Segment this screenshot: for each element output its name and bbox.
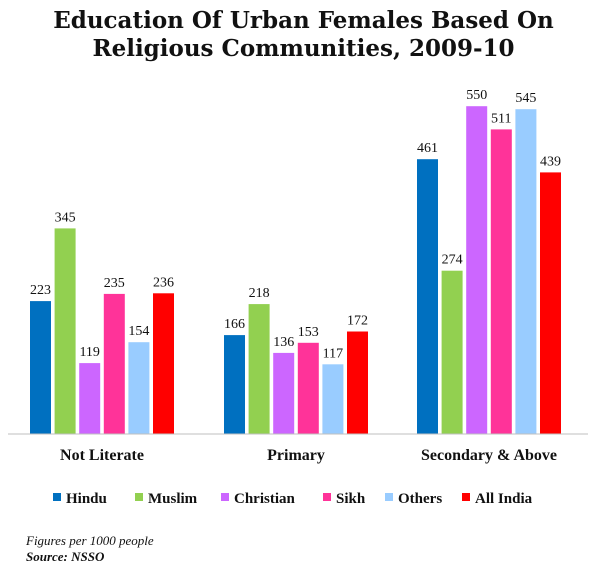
value-labels-group: 223 345 119 235 154 236 166 218 136 153 117 172 461 2… bbox=[30, 88, 561, 361]
bar-not-literate-sikh bbox=[103, 293, 125, 434]
chart-title-line-2: Religious Communities, 2009-10 bbox=[92, 35, 515, 62]
bar-secondary-above-others bbox=[515, 109, 537, 434]
bar-secondary-above-sikh bbox=[490, 129, 512, 434]
value-label-secondary-above-others: 545 bbox=[515, 91, 536, 106]
value-label-secondary-above-hindu: 461 bbox=[417, 141, 438, 156]
value-label-not-literate-hindu: 223 bbox=[30, 283, 51, 298]
category-label-secondary-above: Secondary & Above bbox=[421, 447, 557, 464]
note-units: Figures per 1000 people bbox=[26, 533, 154, 548]
legend-swatch-all-india bbox=[462, 493, 470, 501]
legend-swatch-sikh bbox=[323, 493, 331, 501]
legend-label-christian: Christian bbox=[234, 491, 296, 507]
bar-primary-christian bbox=[273, 352, 295, 434]
value-label-not-literate-all-india: 236 bbox=[153, 275, 174, 290]
legend: Hindu Muslim Christian Sikh Others All India bbox=[53, 491, 533, 507]
bar-primary-sikh bbox=[297, 342, 319, 434]
legend-swatch-hindu bbox=[53, 493, 61, 501]
bar-not-literate-christian bbox=[79, 363, 101, 434]
value-label-secondary-above-sikh: 511 bbox=[491, 111, 511, 126]
bar-secondary-above-christian bbox=[466, 106, 488, 434]
bars-group bbox=[30, 106, 561, 434]
bar-secondary-above-all-india bbox=[540, 172, 561, 434]
bar-primary-muslim bbox=[248, 304, 270, 434]
note-source: Source: NSSO bbox=[26, 549, 105, 564]
value-label-not-literate-others: 154 bbox=[128, 324, 149, 339]
bar-primary-others bbox=[322, 364, 344, 434]
bar-not-literate-hindu bbox=[30, 301, 51, 434]
category-label-primary: Primary bbox=[267, 447, 325, 464]
bar-not-literate-all-india bbox=[153, 293, 174, 434]
bar-chart: 223 345 119 235 154 236 166 218 136 153 117 172 461 2… bbox=[8, 88, 588, 507]
value-label-secondary-above-all-india: 439 bbox=[540, 154, 561, 169]
bar-secondary-above-hindu bbox=[417, 159, 438, 434]
value-label-primary-all-india: 172 bbox=[347, 314, 368, 329]
category-label-not-literate: Not Literate bbox=[60, 447, 144, 464]
value-label-primary-hindu: 166 bbox=[224, 317, 245, 332]
value-label-not-literate-christian: 119 bbox=[79, 345, 99, 360]
chart-title-line-1: Education Of Urban Females Based On bbox=[53, 7, 554, 34]
legend-label-others: Others bbox=[398, 491, 442, 507]
value-label-primary-sikh: 153 bbox=[298, 325, 319, 340]
bar-not-literate-others bbox=[128, 342, 150, 434]
legend-label-hindu: Hindu bbox=[66, 491, 107, 507]
bar-primary-hindu bbox=[224, 335, 245, 434]
bar-primary-all-india bbox=[347, 331, 368, 434]
legend-label-sikh: Sikh bbox=[336, 491, 366, 507]
legend-swatch-christian bbox=[221, 493, 229, 501]
value-label-secondary-above-muslim: 274 bbox=[442, 253, 463, 268]
value-label-primary-christian: 136 bbox=[273, 335, 294, 350]
bar-secondary-above-muslim bbox=[441, 270, 463, 434]
category-labels-group: Not Literate Primary Secondary & Above bbox=[60, 447, 557, 464]
value-label-not-literate-sikh: 235 bbox=[104, 276, 125, 291]
legend-swatch-muslim bbox=[135, 493, 143, 501]
bar-not-literate-muslim bbox=[54, 228, 76, 434]
value-label-primary-muslim: 218 bbox=[249, 286, 270, 301]
value-label-secondary-above-christian: 550 bbox=[466, 88, 487, 103]
legend-swatch-others bbox=[385, 493, 393, 501]
value-label-primary-others: 117 bbox=[323, 346, 343, 361]
legend-label-muslim: Muslim bbox=[148, 491, 198, 507]
value-label-not-literate-muslim: 345 bbox=[55, 210, 76, 225]
legend-label-all-india: All India bbox=[475, 491, 533, 507]
